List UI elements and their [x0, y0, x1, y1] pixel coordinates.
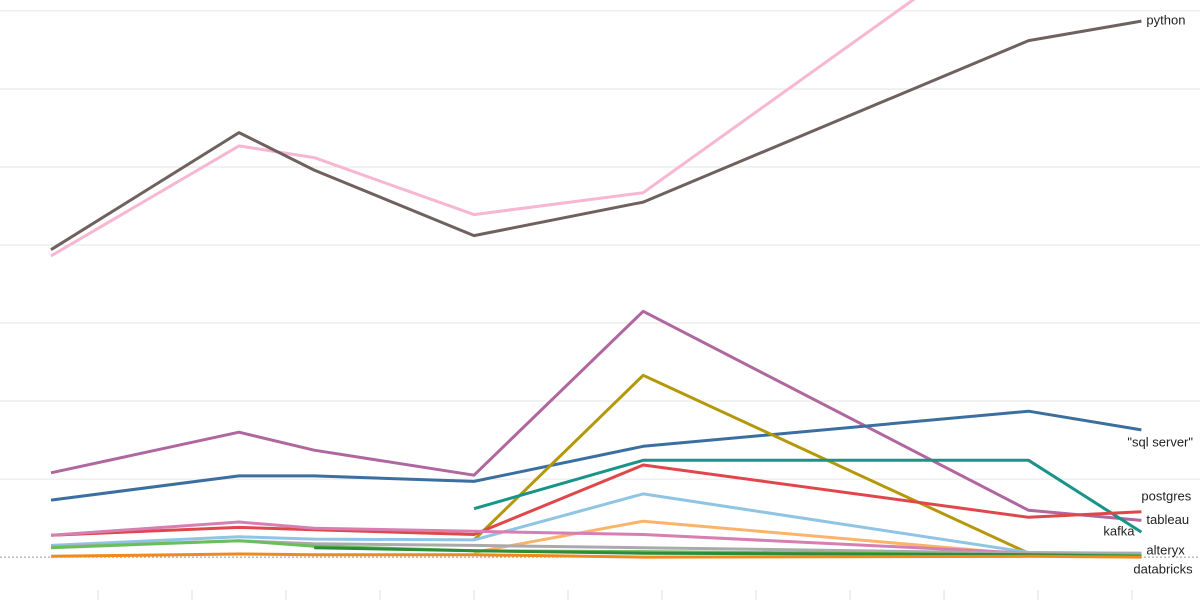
series-label: kafka [1103, 524, 1135, 539]
series-label: databricks [1133, 562, 1193, 577]
series-label: python [1146, 13, 1185, 28]
series-line [473, 458, 1143, 534]
series-line [50, 463, 1142, 537]
series-line [50, 409, 1142, 502]
series-line [472, 373, 1142, 557]
series-line [50, 0, 916, 258]
series-line [50, 19, 1142, 251]
series-line [50, 552, 1142, 559]
series-label: alteryx [1146, 543, 1185, 558]
series-label: "sql server" [1127, 434, 1193, 449]
series-label: tableau [1146, 512, 1189, 527]
series-line [50, 309, 1142, 522]
series-label: postgres [1141, 488, 1191, 503]
